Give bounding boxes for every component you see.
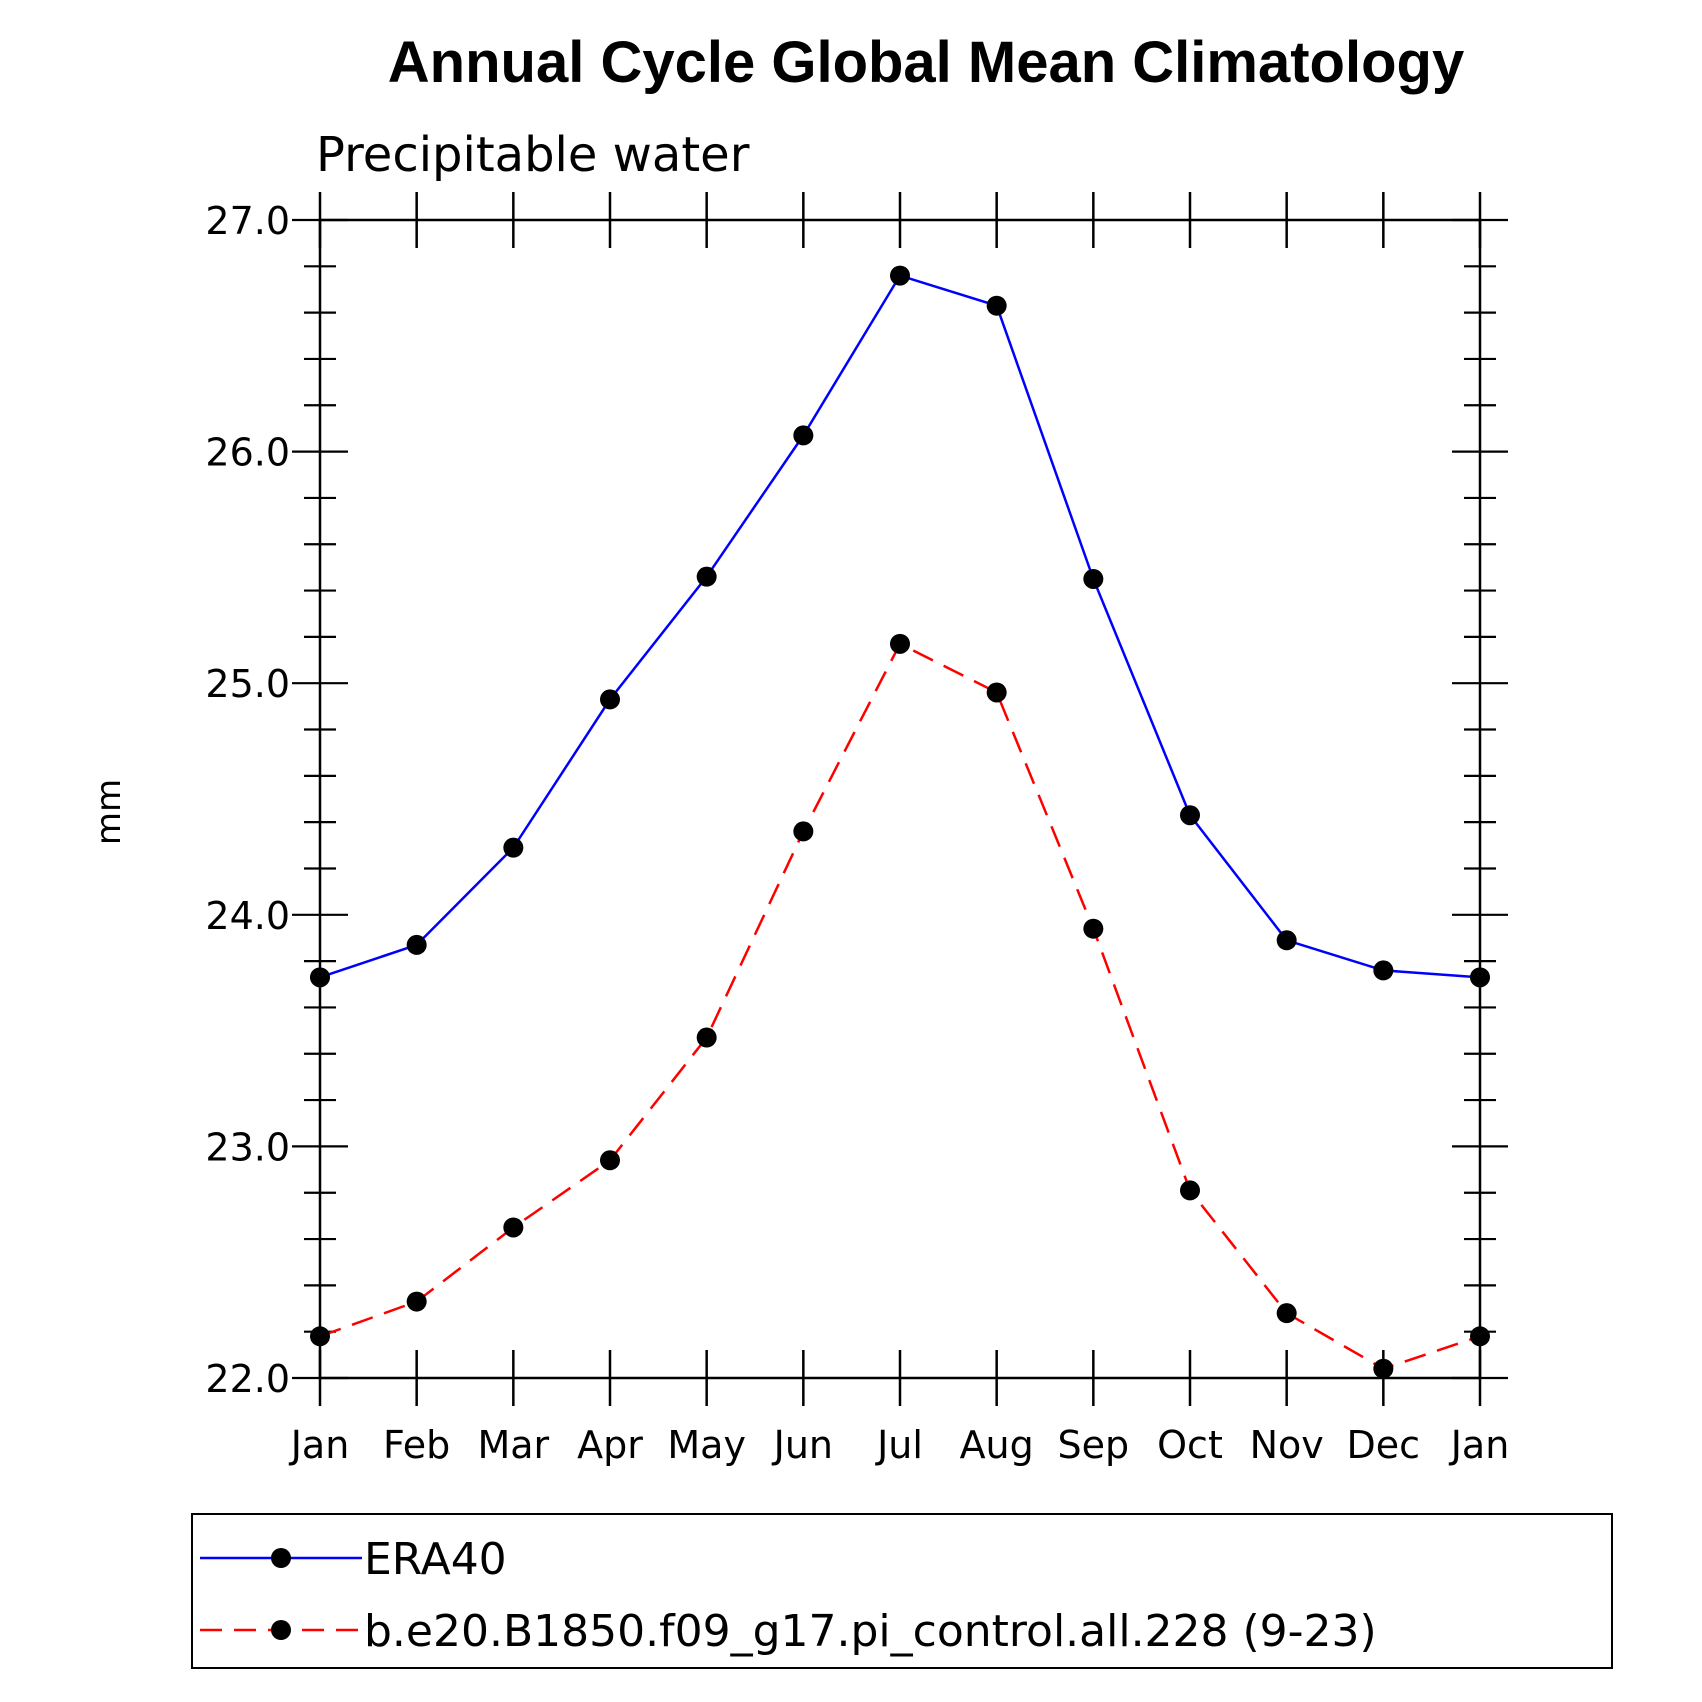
plot-frame: [318, 218, 1482, 1380]
x-tick-label: Jan: [289, 1423, 350, 1467]
series-1-point: [793, 821, 814, 842]
x-tick-label: Jul: [875, 1423, 923, 1467]
series-0-point: [310, 967, 330, 988]
series-0-point: [1180, 805, 1200, 826]
series-0-point: [600, 689, 620, 710]
series-0-point: [890, 265, 910, 286]
y-tick-label: 24.0: [205, 894, 290, 938]
series-1-point: [890, 633, 910, 654]
series-1-point: [986, 682, 1007, 703]
plot-area: Jan Feb Mar Apr May Jun Jul Aug Sep Oct Nov Dec Jan 2…: [205, 192, 1509, 1467]
x-tick-label: Dec: [1347, 1423, 1421, 1467]
y-tick-label: 26.0: [205, 431, 290, 475]
series-1-point: [310, 1326, 330, 1347]
legend-marker-1: [271, 1620, 291, 1640]
series-0-point: [696, 566, 717, 587]
series-1-point: [1276, 1303, 1297, 1324]
series-0-point: [503, 837, 524, 858]
series-1-point: [1083, 918, 1104, 939]
series-0-point: [1083, 568, 1104, 589]
legend-label-0: ERA40: [364, 1534, 507, 1585]
y-tick-label: 23.0: [205, 1125, 290, 1169]
series-1-point: [406, 1291, 427, 1312]
x-tick-label: Jun: [772, 1423, 833, 1467]
x-tick-label: Jan: [1449, 1423, 1510, 1467]
series-0-point: [793, 425, 814, 446]
x-tick-label: Feb: [383, 1423, 450, 1467]
x-tick-label: Sep: [1058, 1423, 1130, 1467]
series-1-point: [1470, 1326, 1490, 1347]
legend-box: [191, 1513, 1613, 1669]
series-0-point: [1276, 930, 1297, 951]
legend: ERA40 b.e20.B1850.f09_g17.pi_control.all.…: [191, 1513, 1613, 1669]
x-tick-label: Oct: [1157, 1423, 1223, 1467]
series-line-0: [319, 274, 1481, 979]
series-0-point: [986, 295, 1007, 316]
legend-label-1: b.e20.B1850.f09_g17.pi_control.all.228 (…: [364, 1606, 1377, 1657]
chart-subtitle: Precipitable water: [316, 127, 750, 183]
y-axis-label: mm: [89, 779, 129, 845]
y-tick-label: 22.0: [205, 1357, 290, 1401]
series-1-point: [600, 1150, 620, 1171]
series-1-point: [1180, 1180, 1200, 1201]
series-1-point: [503, 1217, 524, 1238]
series-0-point: [406, 934, 427, 955]
x-tick-label: May: [667, 1423, 746, 1467]
series-0-point: [1373, 960, 1394, 981]
x-tick-label: Mar: [477, 1423, 549, 1467]
series-line-1: [319, 642, 1481, 1371]
x-tick-label: Nov: [1250, 1423, 1324, 1467]
x-tick-label: Apr: [577, 1423, 643, 1467]
chart-title: Annual Cycle Global Mean Climatology: [388, 30, 1464, 95]
series-1-point: [1373, 1358, 1394, 1379]
y-tick-label: 25.0: [205, 662, 290, 706]
series-1-point: [696, 1027, 717, 1048]
legend-marker-0: [271, 1548, 291, 1568]
series-0-point: [1470, 967, 1490, 988]
y-tick-label: 27.0: [205, 199, 290, 243]
x-tick-label: Aug: [960, 1423, 1034, 1467]
